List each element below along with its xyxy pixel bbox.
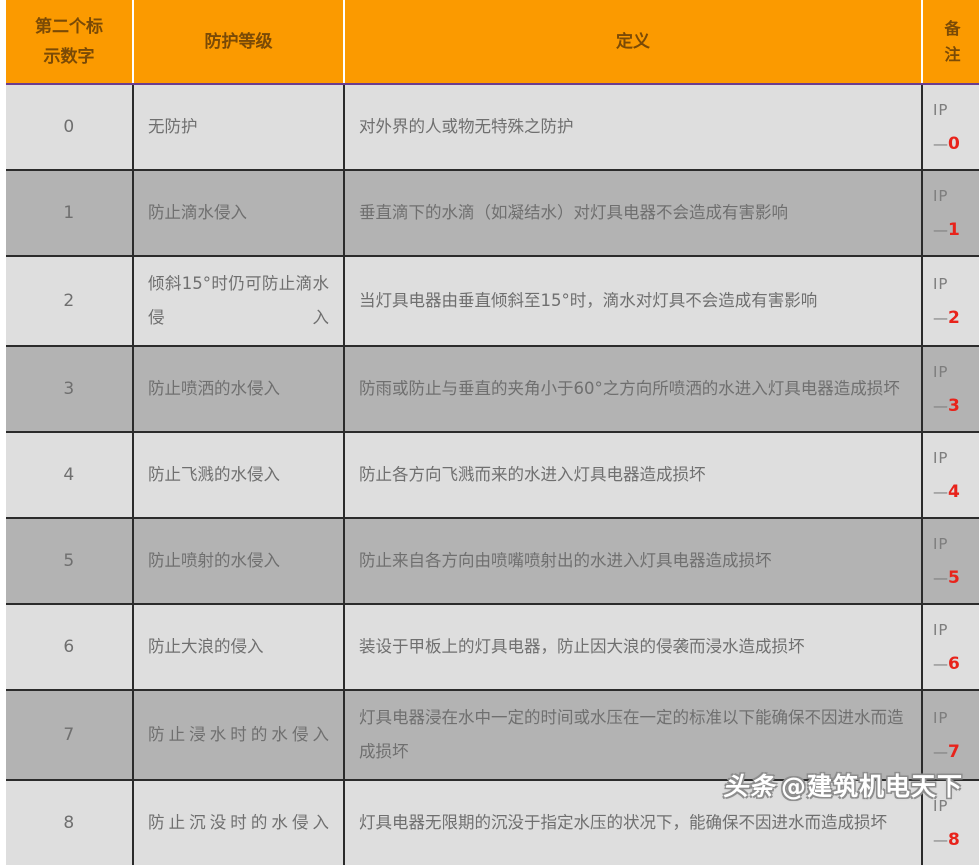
ip-rating-table-container: 第二个标 示数字 防护等级 定义 备 注 0 无防护 对外界的人或物无特殊之防护… [6, 0, 979, 865]
remark-dash: — [933, 743, 948, 761]
cell-second-digit: 3 [6, 346, 134, 433]
cell-protection-level: 防止沉没时的水侵入 [133, 780, 345, 865]
remark-prefix: IP [933, 797, 949, 815]
table-body: 0 无防护 对外界的人或物无特殊之防护 IP —0 1 防止滴水侵入 垂直滴下的… [6, 84, 979, 865]
cell-definition: 防止来自各方向由喷嘴喷射出的水进入灯具电器造成损坏 [344, 518, 923, 605]
cell-definition: 对外界的人或物无特殊之防护 [344, 84, 923, 171]
cell-second-digit: 2 [6, 256, 134, 347]
cell-remark: IP —3 [922, 346, 979, 433]
remark-dash: — [933, 831, 948, 849]
remark-dash: — [933, 569, 948, 587]
cell-protection-level: 防止喷射的水侵入 [133, 518, 345, 605]
cell-definition: 垂直滴下的水滴（如凝结水）对灯具电器不会造成有害影响 [344, 170, 923, 257]
remark-code: —3 [933, 389, 979, 423]
table-row: 0 无防护 对外界的人或物无特殊之防护 IP —0 [6, 84, 979, 171]
table-row: 1 防止滴水侵入 垂直滴下的水滴（如凝结水）对灯具电器不会造成有害影响 IP —… [6, 170, 979, 257]
cell-second-digit: 0 [6, 84, 134, 171]
cell-second-digit: 4 [6, 432, 134, 519]
remark-digit: 0 [948, 134, 960, 154]
cell-remark: IP —5 [922, 518, 979, 605]
remark-code: —4 [933, 475, 979, 509]
cell-remark: IP —4 [922, 432, 979, 519]
remark-code: —0 [933, 127, 979, 161]
cell-protection-level: 倾斜15°时仍可防止滴水侵入 [133, 256, 345, 347]
remark-code: —5 [933, 561, 979, 595]
cell-second-digit: 5 [6, 518, 134, 605]
cell-second-digit: 8 [6, 780, 134, 865]
cell-definition: 装设于甲板上的灯具电器，防止因大浪的侵袭而浸水造成损坏 [344, 604, 923, 691]
column-header-definition: 定义 [344, 0, 923, 85]
remark-prefix: IP [933, 363, 949, 381]
remark-dash: — [933, 483, 948, 501]
remark-digit: 3 [948, 396, 960, 416]
remark-digit: 4 [948, 482, 960, 502]
cell-remark: IP —6 [922, 604, 979, 691]
cell-definition: 灯具电器无限期的沉没于指定水压的状况下，能确保不因进水而造成损坏 [344, 780, 923, 865]
remark-digit: 6 [948, 654, 960, 674]
remark-digit: 5 [948, 568, 960, 588]
table-row: 5 防止喷射的水侵入 防止来自各方向由喷嘴喷射出的水进入灯具电器造成损坏 IP … [6, 518, 979, 605]
remark-digit: 7 [948, 742, 960, 762]
cell-protection-level: 防止喷洒的水侵入 [133, 346, 345, 433]
remark-prefix: IP [933, 449, 949, 467]
cell-protection-level: 防止大浪的侵入 [133, 604, 345, 691]
column-header-second-digit: 第二个标 示数字 [6, 0, 134, 85]
cell-definition: 防雨或防止与垂直的夹角小于60°之方向所喷洒的水进入灯具电器造成损坏 [344, 346, 923, 433]
header-row: 第二个标 示数字 防护等级 定义 备 注 [6, 0, 979, 85]
table-row: 8 防止沉没时的水侵入 灯具电器无限期的沉没于指定水压的状况下，能确保不因进水而… [6, 780, 979, 865]
remark-dash: — [933, 221, 948, 239]
remark-digit: 2 [948, 308, 960, 328]
cell-protection-level: 防止飞溅的水侵入 [133, 432, 345, 519]
remark-prefix: IP [933, 275, 949, 293]
table-row: 6 防止大浪的侵入 装设于甲板上的灯具电器，防止因大浪的侵袭而浸水造成损坏 IP… [6, 604, 979, 691]
remark-prefix: IP [933, 535, 949, 553]
cell-definition: 防止各方向飞溅而来的水进入灯具电器造成损坏 [344, 432, 923, 519]
remark-dash: — [933, 309, 948, 327]
remark-code: —7 [933, 735, 979, 769]
cell-definition: 灯具电器浸在水中一定的时间或水压在一定的标准以下能确保不因进水而造成损坏 [344, 690, 923, 781]
remark-code: —8 [933, 823, 979, 857]
remark-prefix: IP [933, 709, 949, 727]
remark-code: —2 [933, 301, 979, 335]
cell-second-digit: 6 [6, 604, 134, 691]
cell-second-digit: 7 [6, 690, 134, 781]
remark-dash: — [933, 655, 948, 673]
table-row: 2 倾斜15°时仍可防止滴水侵入 当灯具电器由垂直倾斜至15°时，滴水对灯具不会… [6, 256, 979, 347]
cell-protection-level: 无防护 [133, 84, 345, 171]
remark-prefix: IP [933, 101, 949, 119]
table-row: 3 防止喷洒的水侵入 防雨或防止与垂直的夹角小于60°之方向所喷洒的水进入灯具电… [6, 346, 979, 433]
column-header-remark-char2: 注 [944, 44, 961, 64]
column-header-second-digit-line1: 第二个标 [35, 16, 103, 37]
remark-digit: 1 [948, 220, 960, 240]
cell-remark: IP —2 [922, 256, 979, 347]
table-header: 第二个标 示数字 防护等级 定义 备 注 [6, 0, 979, 85]
column-header-protection-level: 防护等级 [133, 0, 345, 85]
table-row: 7 防止浸水时的水侵入 灯具电器浸在水中一定的时间或水压在一定的标准以下能确保不… [6, 690, 979, 781]
cell-definition: 当灯具电器由垂直倾斜至15°时，滴水对灯具不会造成有害影响 [344, 256, 923, 347]
remark-dash: — [933, 135, 948, 153]
ip-rating-table: 第二个标 示数字 防护等级 定义 备 注 0 无防护 对外界的人或物无特殊之防护… [6, 0, 979, 865]
column-header-second-digit-line2: 示数字 [43, 46, 95, 67]
cell-second-digit: 1 [6, 170, 134, 257]
cell-protection-level: 防止滴水侵入 [133, 170, 345, 257]
cell-protection-level: 防止浸水时的水侵入 [133, 690, 345, 781]
remark-code: —1 [933, 213, 979, 247]
table-row: 4 防止飞溅的水侵入 防止各方向飞溅而来的水进入灯具电器造成损坏 IP —4 [6, 432, 979, 519]
remark-prefix: IP [933, 621, 949, 639]
cell-remark: IP —8 [922, 780, 979, 865]
cell-remark: IP —0 [922, 84, 979, 171]
column-header-remark: 备 注 [922, 0, 979, 85]
remark-digit: 8 [948, 830, 960, 850]
column-header-remark-char1: 备 [944, 18, 961, 38]
remark-prefix: IP [933, 187, 949, 205]
remark-dash: — [933, 397, 948, 415]
cell-remark: IP —7 [922, 690, 979, 781]
cell-remark: IP —1 [922, 170, 979, 257]
remark-code: —6 [933, 647, 979, 681]
